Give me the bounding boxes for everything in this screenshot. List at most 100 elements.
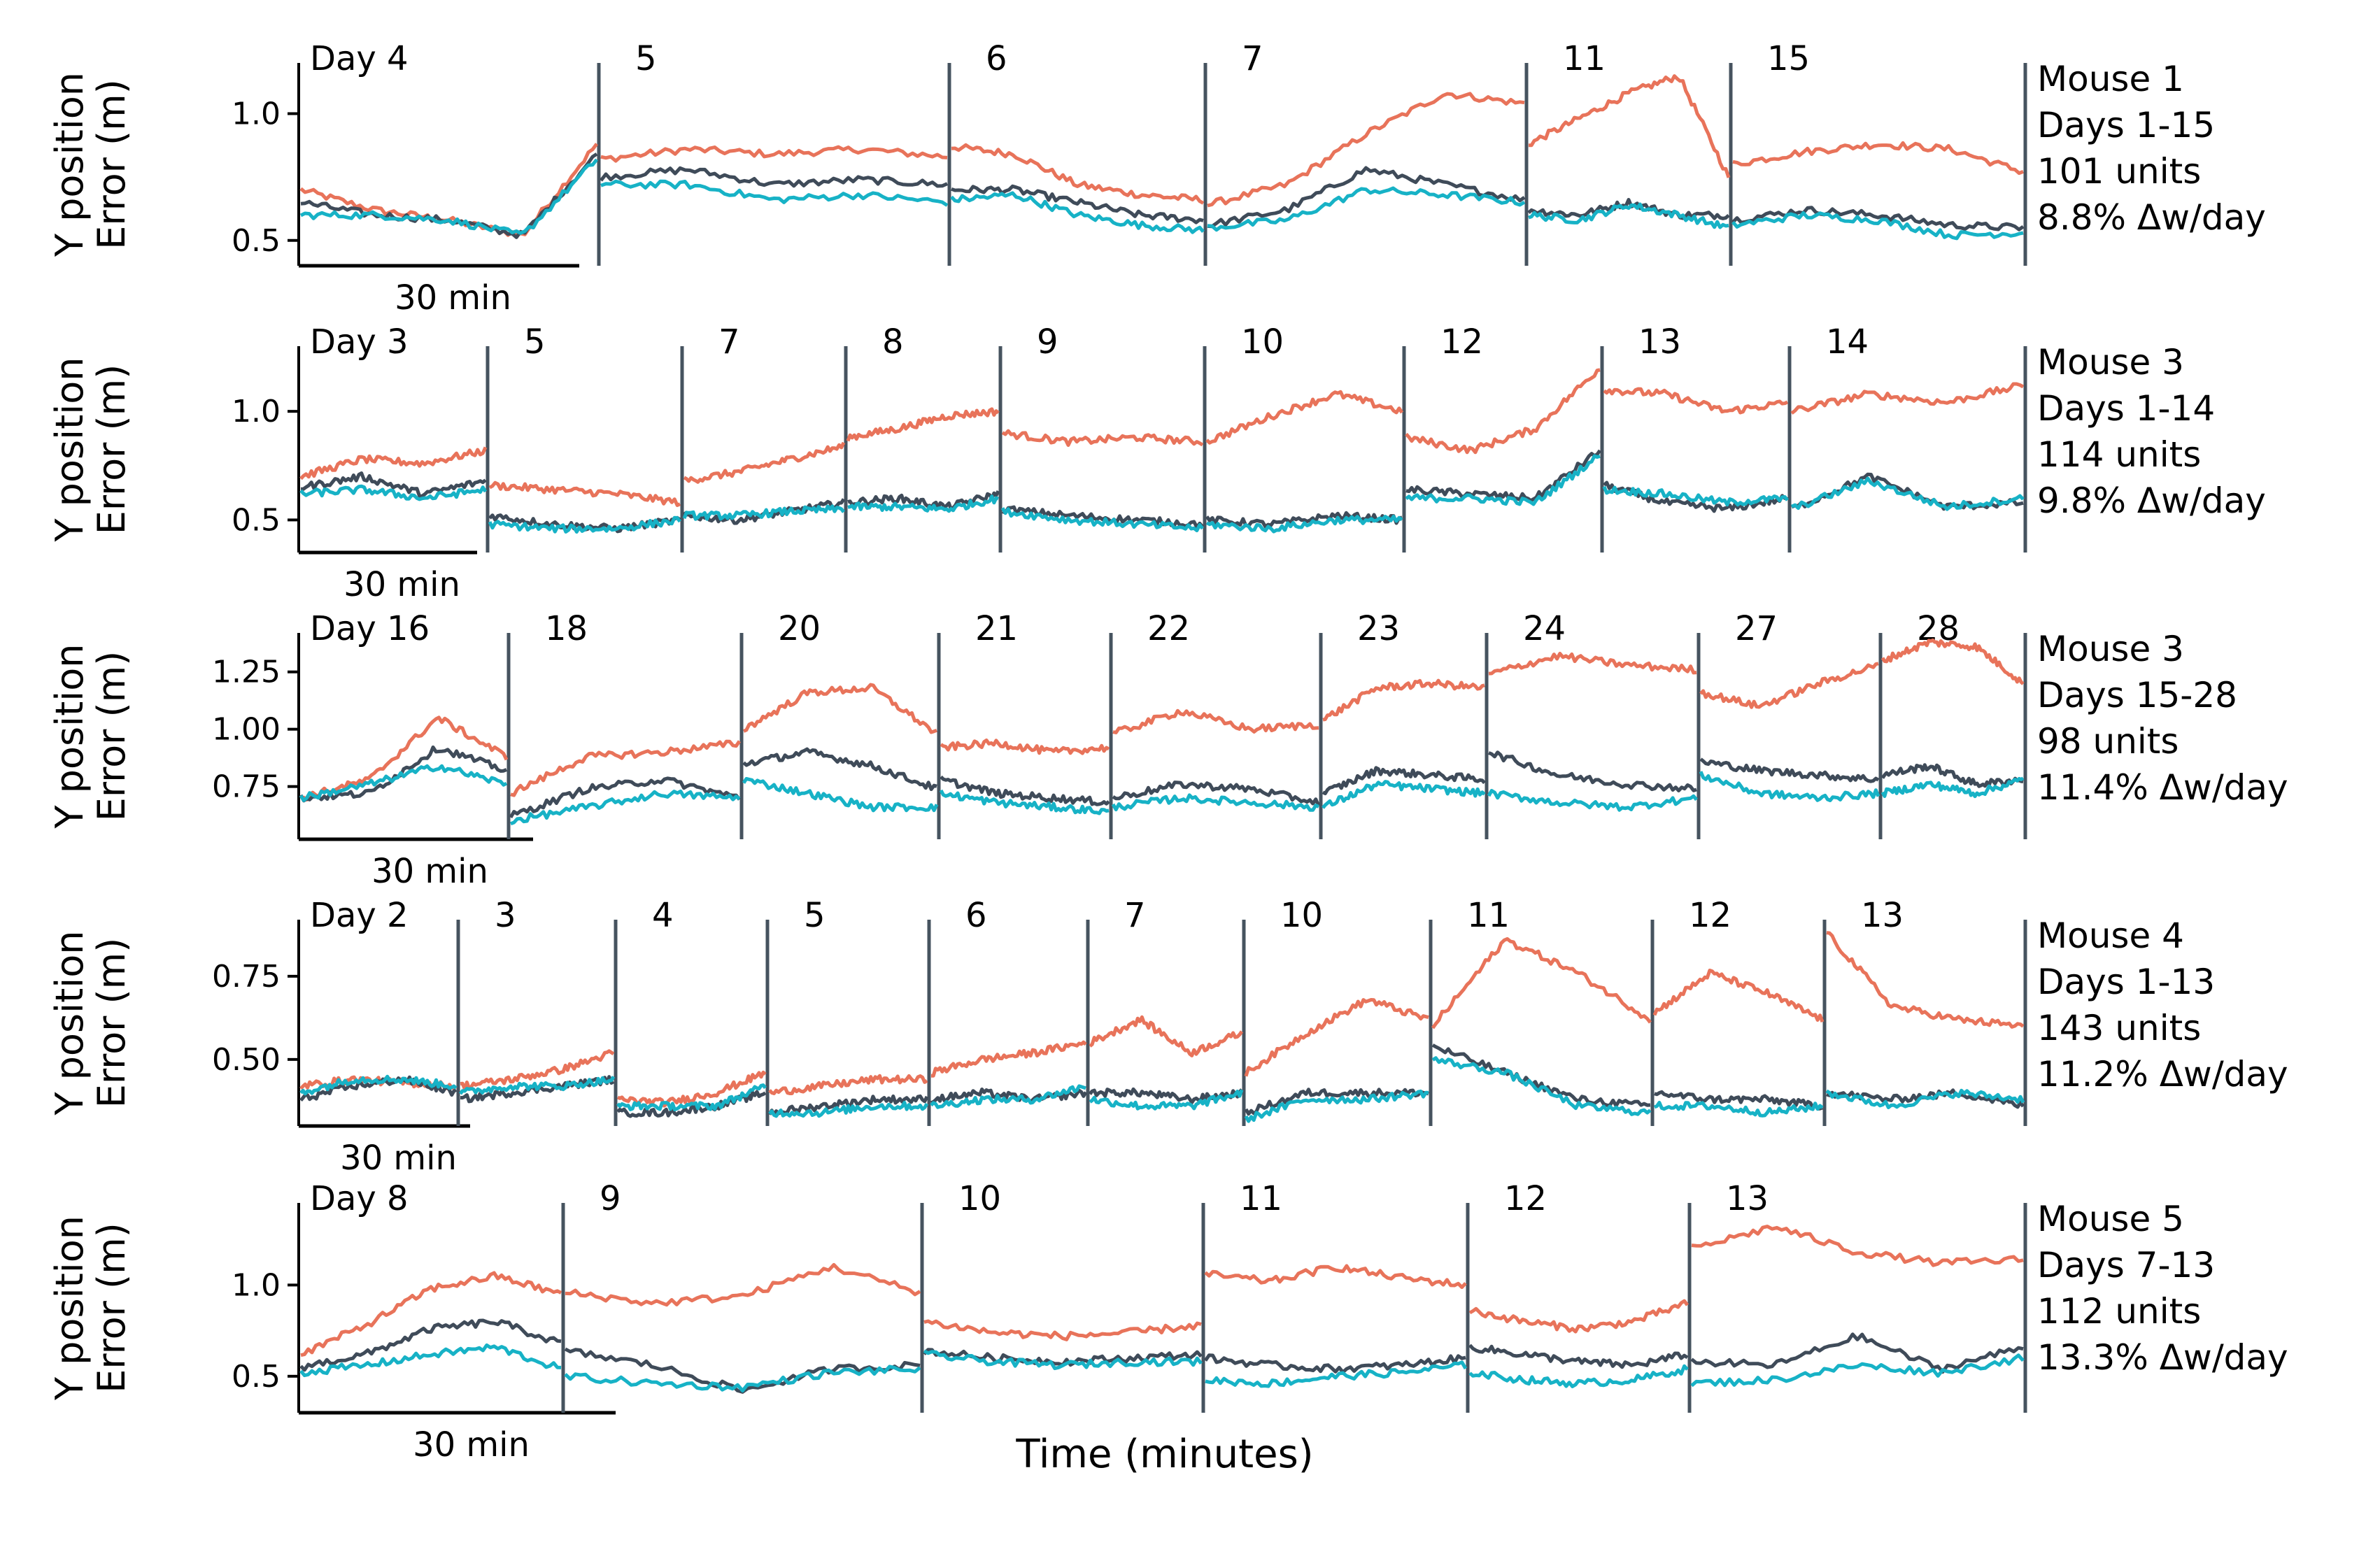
series-2-trace <box>1880 763 2024 788</box>
y-tick-label: 1.0 <box>232 394 281 429</box>
day-label: 27 <box>1735 609 1778 648</box>
panel-info-text: 13.3% Δw/day <box>2037 1337 2288 1378</box>
series-3-trace <box>939 789 1110 815</box>
day-label: 6 <box>965 896 987 935</box>
series-1-trace <box>1699 662 1879 709</box>
series-3-trace <box>299 158 598 235</box>
series-2-trace <box>742 747 937 792</box>
y-tick-label: 1.25 <box>212 655 281 690</box>
series-1-trace <box>1322 678 1485 722</box>
series-3-trace <box>458 1076 616 1095</box>
series-1-trace <box>846 407 1000 442</box>
y-axis-label: Error (m) <box>90 364 134 535</box>
series-3-trace <box>600 179 949 207</box>
series-1-trace <box>565 1262 921 1307</box>
day-label: 18 <box>545 609 588 648</box>
series-1-trace <box>1468 1299 1689 1334</box>
series-3-trace <box>682 504 845 521</box>
scale-bar-label: 30 min <box>413 1425 530 1464</box>
series-2-trace <box>1699 757 1880 783</box>
series-3-trace <box>1487 789 1698 812</box>
series-3-trace <box>1699 771 1880 802</box>
panel-info-text: Days 1-14 <box>2037 388 2215 429</box>
series-3-trace <box>564 1364 921 1392</box>
day-label: 24 <box>1523 609 1566 648</box>
series-3-trace <box>1207 186 1526 232</box>
series-3-trace <box>1654 1101 1824 1118</box>
y-axis-label: Y position <box>48 357 92 542</box>
series-1-trace <box>951 143 1205 205</box>
day-label: 22 <box>1147 609 1190 648</box>
series-1-trace <box>1488 651 1697 676</box>
panel-info-text: 11.4% Δw/day <box>2037 767 2288 808</box>
series-3-trace <box>1690 1353 2025 1388</box>
series-2-trace <box>299 745 507 803</box>
day-label: 9 <box>600 1179 621 1218</box>
y-axis-label: Y position <box>48 930 92 1116</box>
y-tick-label: 0.5 <box>232 1359 281 1395</box>
series-3-trace <box>1468 1364 1689 1388</box>
day-label: 10 <box>1280 896 1323 935</box>
y-tick-label: 0.75 <box>212 769 281 805</box>
y-tick-label: 1.00 <box>212 712 281 748</box>
series-3-trace <box>299 764 508 802</box>
series-2-trace <box>299 1318 562 1372</box>
series-3-trace <box>1205 1360 1468 1388</box>
y-axis-label: Y position <box>48 1216 92 1401</box>
series-1-trace <box>1826 931 2025 1029</box>
day-label: Day 2 <box>310 896 409 935</box>
series-1-trace <box>1529 74 1731 178</box>
series-3-trace <box>299 484 488 501</box>
series-1-trace <box>1112 708 1319 734</box>
series-3-trace <box>1431 1056 1652 1116</box>
y-axis-label: Error (m) <box>90 1223 134 1393</box>
day-label: 23 <box>1357 609 1400 648</box>
series-2-trace <box>951 184 1204 224</box>
series-3-trace <box>950 191 1205 234</box>
day-label: 7 <box>1124 896 1146 935</box>
panel-info-text: Days 1-15 <box>2037 105 2215 145</box>
y-tick-label: 0.75 <box>212 959 281 995</box>
series-1-trace <box>1089 1015 1244 1057</box>
scale-bar-label: 30 min <box>395 278 511 318</box>
series-3-trace <box>299 1343 562 1378</box>
series-2-trace <box>1112 781 1321 807</box>
day-label: Day 3 <box>310 322 409 362</box>
series-3-trace <box>1089 1089 1244 1111</box>
y-tick-label: 1.0 <box>232 1267 281 1303</box>
series-1-trace <box>299 446 488 480</box>
series-3-trace <box>510 789 741 826</box>
series-3-trace <box>1528 202 1729 229</box>
series-2-trace <box>300 152 598 239</box>
y-tick-label: 0.5 <box>232 502 281 538</box>
series-2-trace <box>1203 1353 1466 1374</box>
series-2-trace <box>1431 1043 1651 1108</box>
series-3-trace <box>616 1083 767 1111</box>
series-1-trace <box>616 1070 767 1108</box>
panel-info-text: Days 15-28 <box>2037 675 2237 715</box>
series-1-trace <box>1405 368 1601 455</box>
series-1-trace <box>600 145 948 163</box>
series-2-trace <box>1207 166 1526 229</box>
series-3-trace <box>923 1349 1203 1371</box>
panel-info-text: 114 units <box>2037 434 2201 475</box>
series-1-trace <box>300 715 509 801</box>
series-3-trace <box>768 1101 929 1118</box>
day-label: 3 <box>495 896 516 935</box>
y-axis-label: Y position <box>48 72 92 257</box>
series-1-trace <box>1204 1264 1467 1290</box>
day-label: Day 4 <box>310 39 409 78</box>
y-axis-label: Error (m) <box>90 938 134 1109</box>
series-3-trace <box>1602 485 1789 507</box>
day-label: 4 <box>652 896 674 935</box>
series-2-trace <box>940 775 1110 806</box>
series-3-trace <box>1825 1088 2025 1109</box>
series-1-trace <box>1652 969 1825 1023</box>
series-1-trace <box>1244 998 1429 1077</box>
series-2-trace <box>1731 206 2025 231</box>
series-1-trace <box>1691 1225 2024 1267</box>
series-3-trace <box>847 494 999 513</box>
panel-info-text: 98 units <box>2037 721 2179 762</box>
day-label: 12 <box>1504 1179 1547 1218</box>
